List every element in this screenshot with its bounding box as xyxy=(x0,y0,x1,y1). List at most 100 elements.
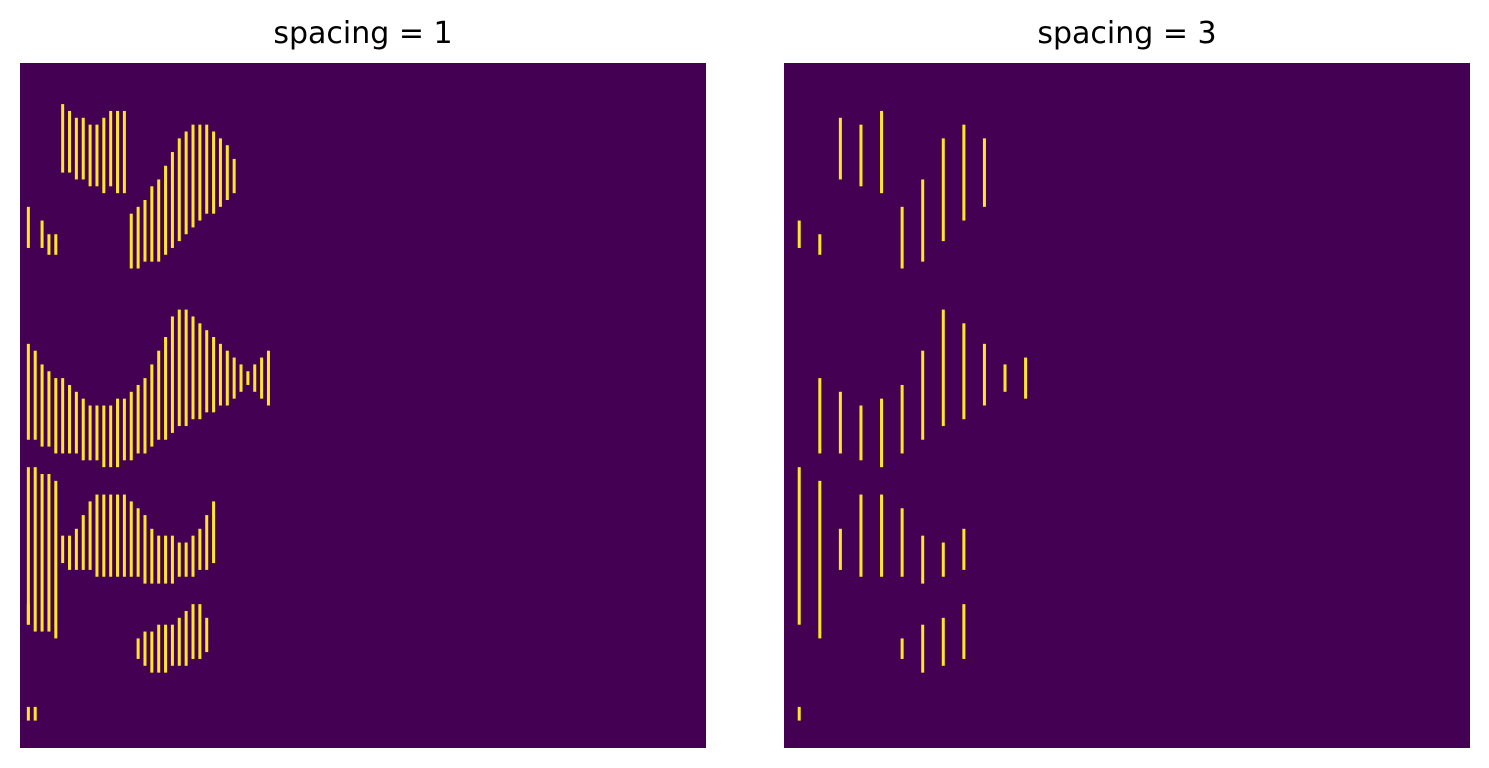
heatmap-cell-column xyxy=(88,405,92,461)
heatmap-cell-column xyxy=(170,535,174,584)
heatmap-cell-column xyxy=(157,624,161,673)
heatmap-cell-column xyxy=(205,515,209,570)
heatmap-cell-column xyxy=(47,474,51,632)
heatmap-cell-column xyxy=(818,480,822,639)
heatmap-cell-column xyxy=(61,378,65,454)
heatmap-cell-column xyxy=(26,467,30,625)
heatmap-cell-column xyxy=(177,542,181,577)
heatmap-cell-column xyxy=(88,124,92,187)
heatmap-cell-column xyxy=(102,494,106,577)
heatmap-cell-column xyxy=(218,138,222,207)
heatmap-cell-column xyxy=(941,617,945,666)
panel-title-right: spacing = 3 xyxy=(1037,16,1217,51)
heatmap-cell-column xyxy=(136,638,140,659)
heatmap-cell-column xyxy=(900,638,904,659)
heatmap-cell-column xyxy=(33,706,37,721)
heatmap-cell-column xyxy=(797,706,801,721)
heatmap-cell-column xyxy=(157,535,161,584)
heatmap-cell-column xyxy=(164,624,168,673)
heatmap-cell-column xyxy=(122,398,126,461)
heatmap-cell-column xyxy=(962,124,966,221)
heatmap-cell-column xyxy=(941,542,945,577)
heatmap-cell-column xyxy=(68,384,72,454)
heatmap-cell-column xyxy=(191,316,195,420)
heatmap-cell-column xyxy=(136,508,140,577)
heatmap-cell-column xyxy=(880,110,884,194)
panel-title-left: spacing = 1 xyxy=(273,16,453,51)
heatmap-cell-column xyxy=(941,138,945,242)
heatmap-cell-column xyxy=(205,330,209,413)
heatmap-panel-left: spacing = 1 xyxy=(20,0,706,768)
heatmap-cell-column xyxy=(962,604,966,659)
heatmap-cell-column xyxy=(921,179,925,262)
heatmap-cell-column xyxy=(81,117,85,180)
heatmap-cell-column xyxy=(184,131,188,235)
heatmap-cell-column xyxy=(143,378,147,454)
heatmap-background xyxy=(784,63,1470,748)
heatmap-cell-column xyxy=(921,350,925,440)
heatmap-cell-column xyxy=(116,494,120,577)
heatmap-cell-column xyxy=(205,124,209,214)
heatmap-cell-column xyxy=(74,117,78,180)
heatmap-cell-column xyxy=(900,384,904,454)
heatmap-cell-column xyxy=(191,124,195,228)
heatmap-cell-column xyxy=(47,371,51,447)
heatmap-plot-left xyxy=(20,63,706,748)
heatmap-cell-column xyxy=(191,535,195,577)
heatmap-cell-column xyxy=(26,206,30,248)
heatmap-cell-column xyxy=(116,110,120,194)
heatmap-cell-column xyxy=(150,186,154,262)
heatmap-cell-column xyxy=(170,316,174,433)
heatmap-cell-column xyxy=(150,364,154,447)
heatmap-cell-column xyxy=(1024,357,1028,399)
heatmap-cell-column xyxy=(198,604,202,659)
heatmap-cell-column xyxy=(170,624,174,666)
heatmap-cell-column xyxy=(232,158,236,194)
heatmap-cell-column xyxy=(102,405,106,468)
heatmap-cell-column xyxy=(962,323,966,420)
heatmap-cell-column xyxy=(962,528,966,570)
heatmap-cell-column xyxy=(136,384,140,454)
heatmap-cell-column xyxy=(838,391,842,454)
heatmap-cell-column xyxy=(164,337,168,440)
heatmap-cell-column xyxy=(982,343,986,406)
heatmap-cell-column xyxy=(184,542,188,577)
heatmap-cell-column xyxy=(143,515,147,584)
heatmap-cell-column xyxy=(33,350,37,440)
heatmap-cell-column xyxy=(26,706,30,721)
heatmap-cell-column xyxy=(129,213,133,269)
heatmap-background xyxy=(20,63,706,748)
heatmap-cell-column xyxy=(74,391,78,454)
heatmap-cell-column xyxy=(26,604,30,625)
heatmap-cell-column xyxy=(47,234,51,255)
heatmap-cell-column xyxy=(177,138,181,242)
heatmap-cell-column xyxy=(61,535,65,564)
heatmap-cell-column xyxy=(921,624,925,673)
heatmap-cell-column xyxy=(838,117,842,180)
heatmap-cell-column xyxy=(95,494,99,577)
heatmap-cell-column xyxy=(212,501,216,564)
heatmap-cell-column xyxy=(88,501,92,570)
heatmap-cell-column xyxy=(212,337,216,413)
heatmap-cell-column xyxy=(921,535,925,584)
heatmap-cell-column xyxy=(129,391,133,461)
heatmap-cell-column xyxy=(198,323,202,420)
heatmap-cell-column xyxy=(54,480,58,639)
heatmap-cell-column xyxy=(102,117,106,194)
heatmap-cell-column xyxy=(122,494,126,577)
heatmap-cell-column xyxy=(109,494,113,577)
heatmap-cell-column xyxy=(68,535,72,570)
heatmap-cell-column xyxy=(859,124,863,187)
heatmap-cell-column xyxy=(40,220,44,248)
heatmap-cell-column xyxy=(157,350,161,440)
heatmap-cell-column xyxy=(143,631,147,666)
heatmap-cell-column xyxy=(54,378,58,454)
heatmap-cell-column xyxy=(164,165,168,255)
heatmap-cell-column xyxy=(1003,364,1007,392)
heatmap-cell-column xyxy=(198,528,202,570)
heatmap-cell-column xyxy=(40,364,44,447)
heatmap-cell-column xyxy=(109,405,113,468)
heatmap-cell-column xyxy=(33,467,37,632)
heatmap-cell-column xyxy=(116,398,120,468)
heatmap-cell-column xyxy=(177,617,181,666)
